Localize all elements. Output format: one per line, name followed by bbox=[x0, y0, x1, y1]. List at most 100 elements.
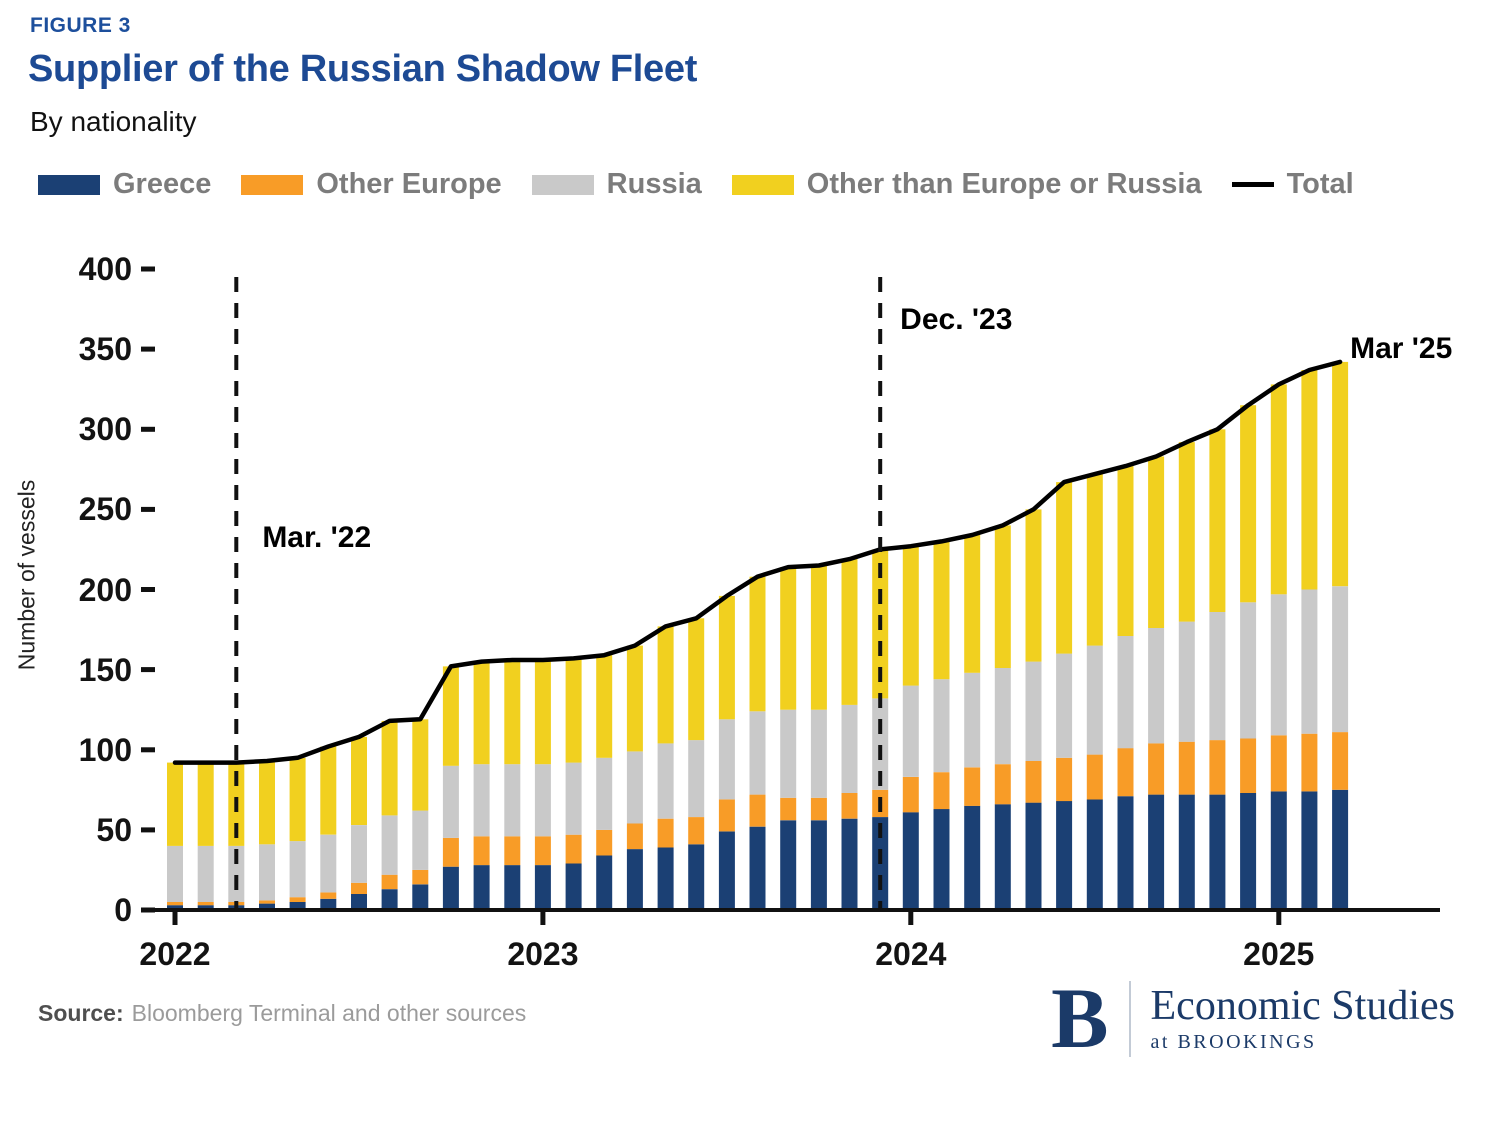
bar-segment-other-europe bbox=[841, 793, 858, 819]
logo-divider-line bbox=[1128, 980, 1131, 1057]
bar-segment-greece bbox=[197, 905, 214, 910]
bar-segment-other-than-europe-or-russia bbox=[1025, 509, 1042, 662]
bar-segment-russia bbox=[259, 844, 275, 901]
bar-segment-other-than-europe-or-russia bbox=[534, 660, 551, 765]
bar-segment-greece bbox=[289, 902, 306, 910]
bar-segment-other-europe bbox=[1301, 733, 1318, 792]
x-axis-labels: 2022 2023 2024 2025 bbox=[139, 936, 1440, 980]
chart-subtitle: By nationality bbox=[30, 106, 197, 137]
total-line bbox=[172, 359, 1343, 765]
bar-segment-other-europe bbox=[320, 892, 337, 899]
bar-segment-other-europe bbox=[1025, 761, 1042, 803]
y-tick-label: 200 bbox=[78, 571, 132, 608]
bar-segment-other-europe bbox=[1332, 732, 1349, 790]
source-note: Source: Bloomberg Terminal and other sour… bbox=[38, 1000, 526, 1027]
bar-segment-russia bbox=[381, 815, 398, 875]
bar-segment-russia bbox=[872, 698, 889, 790]
bar-segment-greece bbox=[1301, 791, 1318, 910]
bar-segment-other-than-europe-or-russia bbox=[1148, 456, 1165, 628]
bar-segment-russia bbox=[1332, 586, 1349, 733]
bar-segment-greece bbox=[1117, 796, 1134, 910]
bar-segment-greece bbox=[1148, 794, 1165, 910]
bar-segment-greece bbox=[749, 826, 766, 910]
bar-segment-other-than-europe-or-russia bbox=[841, 559, 858, 705]
y-axis-tick bbox=[141, 346, 155, 352]
logo-program-name: Economic Studies bbox=[1150, 982, 1455, 1029]
bar-segment-other-than-europe-or-russia bbox=[626, 645, 643, 752]
bar-segment-russia bbox=[504, 764, 521, 837]
bar-segment-other-than-europe-or-russia bbox=[442, 666, 459, 766]
bar-segment-greece bbox=[780, 820, 797, 910]
bar-segment-russia bbox=[964, 672, 981, 768]
bar-segment-other-europe bbox=[964, 767, 981, 806]
bar-segment-other-than-europe-or-russia bbox=[749, 576, 766, 712]
x-year-label-2025: 2025 bbox=[1243, 936, 1315, 972]
bar-segment-greece bbox=[504, 865, 521, 910]
bar-segment-greece bbox=[1209, 794, 1226, 910]
bar-segment-greece bbox=[933, 809, 950, 910]
bar-segment-other-than-europe-or-russia bbox=[1086, 474, 1103, 646]
brookings-b-logo: B bbox=[1051, 970, 1109, 1066]
bar-segment-other-than-europe-or-russia bbox=[964, 535, 981, 673]
bar-segment-russia bbox=[841, 704, 858, 793]
y-axis-tick bbox=[141, 587, 155, 592]
bar-segment-other-europe bbox=[289, 897, 306, 902]
bar-segment-other-than-europe-or-russia bbox=[1240, 405, 1257, 603]
bar-segment-russia bbox=[657, 743, 674, 819]
bar-segment-other-europe bbox=[534, 836, 551, 866]
legend-item-other-europe: Other Europe bbox=[241, 168, 502, 201]
y-tick-label: 350 bbox=[78, 331, 132, 368]
bar-segment-other-than-europe-or-russia bbox=[412, 719, 429, 811]
y-tick-label: 0 bbox=[114, 892, 132, 928]
legend-swatch-total bbox=[1231, 182, 1274, 187]
legend-swatch-greece bbox=[38, 174, 100, 195]
bar-segment-russia bbox=[412, 810, 429, 870]
bar-segment-russia bbox=[1025, 661, 1042, 761]
bar-segment-other-than-europe-or-russia bbox=[596, 655, 613, 758]
bar-segment-russia bbox=[1209, 611, 1226, 741]
bar-segment-russia bbox=[810, 709, 827, 798]
x-axis-tick bbox=[172, 912, 178, 925]
bar-segment-other-europe bbox=[749, 794, 766, 827]
bar-segment-other-europe bbox=[565, 834, 582, 864]
bar-segment-greece bbox=[1332, 789, 1349, 910]
bar-segment-russia bbox=[596, 757, 613, 830]
bar-segment-greece bbox=[1270, 791, 1287, 910]
x-year-label-2023: 2023 bbox=[507, 936, 579, 972]
bar-segment-other-europe bbox=[1178, 741, 1195, 795]
plot-area: Mar. '22 Dec. '23 Mar '25 bbox=[141, 266, 1452, 925]
source-text: Bloomberg Terminal and other sources bbox=[131, 1000, 527, 1026]
bar-segment-other-europe bbox=[596, 829, 613, 856]
bar-segment-greece bbox=[994, 804, 1011, 910]
bar-segment-other-than-europe-or-russia bbox=[1332, 361, 1349, 587]
bar-segment-russia bbox=[1056, 653, 1073, 758]
bar-segment-greece bbox=[902, 812, 919, 910]
bar-segment-other-europe bbox=[933, 772, 950, 810]
bar-segment-russia bbox=[994, 668, 1011, 765]
legend-item-greece: Greece bbox=[38, 168, 211, 201]
bar-segment-greece bbox=[810, 820, 827, 910]
legend-label: Total bbox=[1286, 168, 1354, 200]
bar-segment-other-than-europe-or-russia bbox=[473, 661, 490, 765]
bar-segment-russia bbox=[1301, 589, 1318, 734]
bar-segment-other-europe bbox=[688, 817, 705, 845]
bar-segment-russia bbox=[902, 685, 919, 777]
bar-segment-other-than-europe-or-russia bbox=[718, 595, 735, 720]
legend-swatch-other-than-europe-or-russia bbox=[731, 174, 794, 195]
bar-segment-other-than-europe-or-russia bbox=[1270, 384, 1287, 595]
brookings-logo: B Economic Studies at BROOKINGS bbox=[1051, 970, 1455, 1066]
bar-segment-russia bbox=[1270, 594, 1287, 736]
bar-segment-other-europe bbox=[810, 797, 827, 821]
bar-segment-other-europe bbox=[780, 797, 797, 821]
bar-segment-greece bbox=[1025, 802, 1042, 910]
bar-segment-other-than-europe-or-russia bbox=[933, 541, 950, 680]
bar-segment-russia bbox=[1086, 645, 1103, 755]
x-axis-tick bbox=[1276, 912, 1282, 925]
legend-swatch-russia bbox=[531, 174, 594, 195]
bar-segment-other-than-europe-or-russia bbox=[1117, 466, 1134, 636]
bar-segment-other-europe bbox=[1270, 735, 1287, 792]
bar-segment-greece bbox=[841, 818, 858, 910]
bar-segment-russia bbox=[688, 740, 705, 817]
bar-segment-russia bbox=[780, 709, 797, 798]
bar-segment-other-europe bbox=[197, 902, 214, 906]
